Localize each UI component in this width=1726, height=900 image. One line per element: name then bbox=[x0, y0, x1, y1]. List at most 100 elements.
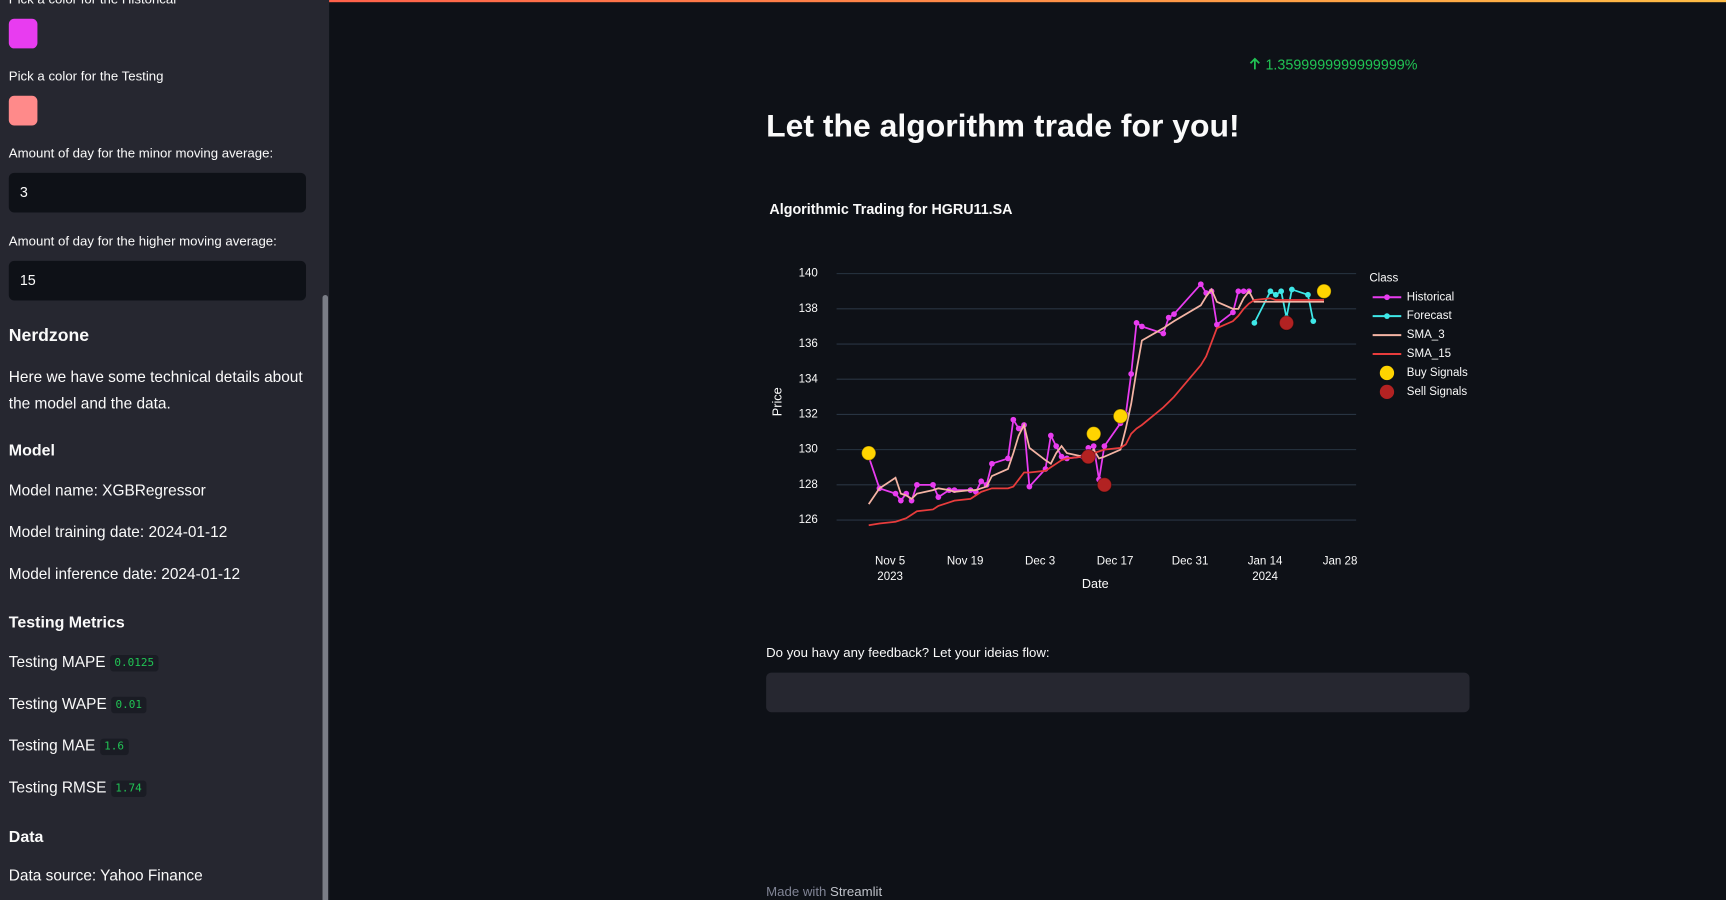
point-marker bbox=[1240, 288, 1247, 295]
x-axis-label: Date bbox=[1082, 577, 1109, 591]
signal-marker bbox=[1085, 426, 1102, 442]
metric-row: Testing MAE 1.6 bbox=[9, 736, 129, 756]
signal-marker bbox=[1316, 283, 1332, 299]
point-marker bbox=[1267, 288, 1274, 295]
delta-value: 1.3599999999999999% bbox=[1265, 56, 1418, 73]
metric-row: Testing WAPE 0.01 bbox=[8, 694, 147, 714]
y-tick-label: 132 bbox=[799, 408, 818, 420]
point-marker bbox=[1005, 455, 1011, 462]
y-tick-label: 128 bbox=[799, 479, 818, 491]
legend-label: Sell Signals bbox=[1407, 386, 1468, 398]
point-marker bbox=[1015, 425, 1022, 432]
metric-row: Testing RMSE 1.74 bbox=[8, 778, 147, 797]
point-marker bbox=[892, 490, 899, 497]
point-marker bbox=[1085, 444, 1092, 451]
point-marker bbox=[935, 494, 942, 501]
point-marker bbox=[1053, 443, 1060, 449]
paragraph: Here we have some technical details abou… bbox=[8, 367, 303, 412]
series-line bbox=[867, 287, 1325, 505]
sidebar: Pick a color for the Historical Pick a c… bbox=[0, 0, 330, 900]
point-marker bbox=[1160, 330, 1167, 337]
number-input[interactable]: 3 bbox=[8, 172, 307, 213]
legend-title: Class bbox=[1369, 273, 1398, 285]
y-tick-label: 140 bbox=[799, 268, 818, 280]
point-marker bbox=[1090, 443, 1097, 449]
heading: Nerdzone bbox=[8, 326, 90, 346]
point-marker bbox=[897, 497, 904, 504]
scrollbar[interactable] bbox=[322, 295, 329, 900]
color-label: Pick a color for the Testing bbox=[8, 68, 164, 84]
point-marker bbox=[1101, 443, 1108, 449]
input-label: Amount of day for the higher moving aver… bbox=[8, 233, 277, 249]
legend-swatch bbox=[1379, 365, 1395, 381]
color-swatch[interactable] bbox=[8, 18, 38, 49]
paragraph: Model name: XGBRegressor bbox=[8, 481, 206, 499]
point-marker bbox=[1058, 453, 1065, 460]
point-marker bbox=[1272, 291, 1279, 298]
paragraph: Data source: Yahoo Finance bbox=[8, 866, 203, 884]
series-line bbox=[868, 297, 1325, 527]
point-marker bbox=[914, 481, 920, 488]
x-tick-label: Dec 31 bbox=[1171, 554, 1209, 568]
color-swatch[interactable] bbox=[8, 95, 38, 126]
number-input[interactable]: 15 bbox=[8, 260, 307, 301]
x-tick-label: Dec 17 bbox=[1096, 554, 1134, 568]
point-marker bbox=[1197, 281, 1204, 288]
point-marker bbox=[1139, 323, 1145, 330]
point-marker bbox=[989, 460, 995, 467]
y-tick-label: 136 bbox=[799, 338, 818, 350]
metric-label: Testing WAPE bbox=[8, 694, 107, 713]
y-tick-label: 126 bbox=[799, 514, 818, 526]
paragraph: Model inference date: 2024-01-12 bbox=[8, 564, 241, 583]
point-marker bbox=[1047, 432, 1054, 439]
legend-label: Buy Signals bbox=[1407, 367, 1468, 379]
x-tick-label: Dec 3 bbox=[1025, 554, 1056, 568]
metric-label: Testing MAPE bbox=[8, 652, 106, 671]
legend-swatch bbox=[1379, 384, 1395, 400]
page-title: Let the algorithm trade for you! bbox=[766, 108, 1240, 145]
footer-link[interactable]: Streamlit bbox=[830, 883, 883, 900]
point-marker bbox=[1128, 371, 1135, 377]
point-marker bbox=[1010, 416, 1017, 423]
input-label: Amount of day for the minor moving avera… bbox=[8, 145, 274, 161]
point-marker bbox=[1214, 321, 1220, 328]
x-tick-label: Jan 28 bbox=[1322, 554, 1358, 568]
point-marker bbox=[1230, 309, 1236, 316]
footer-text: Made with bbox=[766, 883, 827, 900]
signal-marker bbox=[861, 445, 877, 461]
point-marker bbox=[908, 497, 915, 504]
footer: Made with Streamlit bbox=[766, 884, 882, 899]
point-marker bbox=[1165, 314, 1172, 321]
decoration-bar bbox=[0, 0, 1726, 3]
signal-marker bbox=[1112, 408, 1129, 424]
y-tick-label: 130 bbox=[799, 444, 818, 456]
point-marker bbox=[1251, 320, 1258, 326]
point-marker bbox=[1289, 286, 1295, 293]
signal-marker bbox=[1278, 315, 1295, 331]
metric-value: 1.6 bbox=[99, 738, 129, 756]
metric-value: 0.01 bbox=[111, 696, 147, 714]
point-marker bbox=[1171, 311, 1177, 317]
signal-marker bbox=[1096, 477, 1113, 493]
signal-marker bbox=[1080, 448, 1097, 465]
arrow-up-icon bbox=[1249, 57, 1260, 70]
feedback-textarea[interactable] bbox=[766, 672, 1470, 713]
x-tick-label: Nov 5 2023 bbox=[875, 554, 906, 584]
point-marker bbox=[1310, 318, 1317, 325]
point-marker bbox=[1305, 291, 1311, 298]
metric-row: Testing MAPE 0.0125 bbox=[8, 652, 159, 672]
point-marker bbox=[978, 478, 985, 485]
heading: Model bbox=[8, 442, 55, 461]
point-marker bbox=[1133, 320, 1140, 326]
color-label: Pick a color for the Historical bbox=[9, 0, 176, 7]
point-marker bbox=[1235, 288, 1242, 295]
legend-swatch bbox=[1384, 313, 1390, 320]
heading: Data bbox=[8, 828, 44, 847]
metric-value: 0.0125 bbox=[110, 654, 159, 672]
metric-label: Testing RMSE bbox=[8, 778, 107, 796]
point-marker bbox=[1026, 483, 1033, 490]
point-marker bbox=[930, 481, 936, 488]
legend-label: Historical bbox=[1407, 291, 1454, 303]
